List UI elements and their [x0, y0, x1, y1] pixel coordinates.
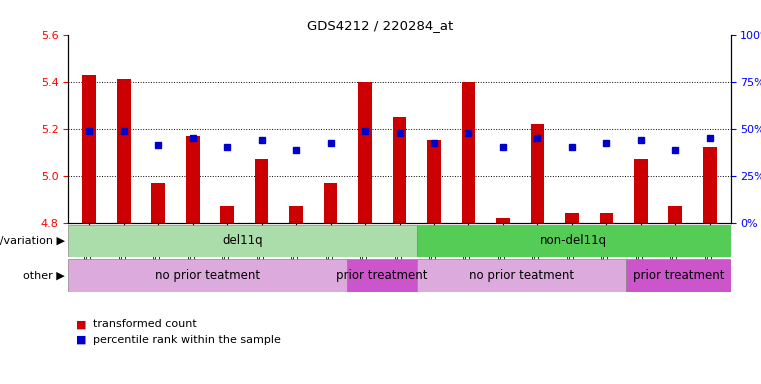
Bar — [703, 147, 717, 223]
Bar — [220, 206, 234, 223]
Text: GDS4212 / 220284_at: GDS4212 / 220284_at — [307, 19, 454, 32]
Text: prior treatment: prior treatment — [632, 269, 724, 282]
Bar — [634, 159, 648, 223]
Bar — [496, 218, 510, 223]
Bar — [347, 259, 417, 292]
Bar — [82, 74, 96, 223]
Text: prior treatment: prior treatment — [336, 269, 428, 282]
Bar — [427, 141, 441, 223]
Bar — [186, 136, 199, 223]
Text: percentile rank within the sample: percentile rank within the sample — [93, 335, 281, 345]
Bar — [393, 117, 406, 223]
Bar — [626, 259, 731, 292]
Bar — [151, 183, 165, 223]
Text: ■: ■ — [76, 319, 87, 329]
Text: no prior teatment: no prior teatment — [469, 269, 574, 282]
Text: no prior teatment: no prior teatment — [155, 269, 260, 282]
Text: transformed count: transformed count — [93, 319, 196, 329]
Bar — [323, 183, 337, 223]
Text: ■: ■ — [76, 335, 87, 345]
Bar — [462, 81, 476, 223]
Bar — [68, 259, 347, 292]
Bar — [530, 124, 544, 223]
Bar — [358, 81, 372, 223]
Bar — [668, 206, 683, 223]
Text: other ▶: other ▶ — [23, 270, 65, 281]
Bar — [565, 214, 579, 223]
Bar — [68, 225, 417, 257]
Bar — [417, 225, 731, 257]
Text: genotype/variation ▶: genotype/variation ▶ — [0, 236, 65, 246]
Bar — [255, 159, 269, 223]
Bar — [289, 206, 303, 223]
Text: non-del11q: non-del11q — [540, 235, 607, 247]
Bar — [417, 259, 626, 292]
Text: del11q: del11q — [222, 235, 263, 247]
Bar — [600, 214, 613, 223]
Bar — [116, 79, 131, 223]
